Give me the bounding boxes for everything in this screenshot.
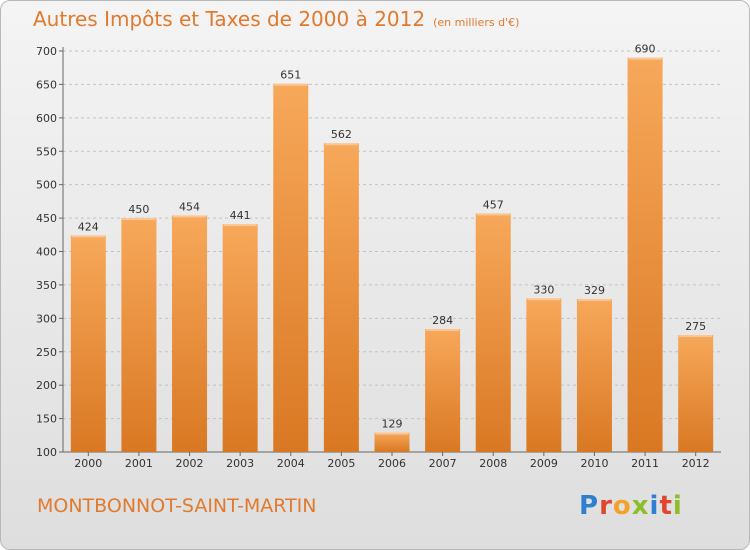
y-tick-label: 650 [36, 78, 57, 91]
bars [70, 57, 714, 453]
bar-highlight [71, 235, 105, 238]
commune-name: MONTBONNOT-SAINT-MARTIN [37, 495, 317, 517]
value-label-2007: 284 [432, 314, 453, 327]
x-tick-label-2008: 2008 [479, 457, 507, 470]
x-tick-label-2005: 2005 [327, 457, 355, 470]
bar-highlight [173, 215, 207, 218]
bar-2003 [222, 224, 258, 452]
logo-letter: r [599, 491, 613, 521]
bar-2001 [121, 218, 157, 452]
value-label-2010: 329 [584, 284, 605, 297]
x-tick-label-2012: 2012 [682, 457, 710, 470]
title-text: Autres Impôts et Taxes de 2000 à 2012 [33, 7, 426, 31]
x-tick-label-2003: 2003 [226, 457, 254, 470]
x-tick-label-2000: 2000 [74, 457, 102, 470]
y-tick-label: 300 [36, 312, 57, 325]
bar-highlight [679, 335, 713, 338]
bar-2006 [374, 432, 410, 452]
value-label-2003: 441 [230, 209, 251, 222]
bar-2007 [425, 329, 461, 452]
x-tick-label-2006: 2006 [378, 457, 406, 470]
x-tick-label-2009: 2009 [530, 457, 558, 470]
y-tick-label: 100 [36, 446, 57, 459]
y-tick-label: 200 [36, 379, 57, 392]
x-tick-label-2011: 2011 [631, 457, 659, 470]
y-tick-label: 350 [36, 279, 57, 292]
value-label-2009: 330 [533, 283, 554, 296]
value-label-2004: 651 [280, 69, 301, 82]
value-label-2008: 457 [483, 198, 504, 211]
y-tick-label: 400 [36, 246, 57, 259]
bar-2008 [475, 213, 511, 452]
bar-highlight [476, 213, 510, 216]
logo-letter: x [631, 491, 650, 521]
y-tick-label: 700 [36, 45, 57, 58]
bar-2010 [576, 298, 612, 452]
y-tick-label: 450 [36, 212, 57, 225]
x-tick-label-2004: 2004 [277, 457, 305, 470]
bar-2002 [172, 215, 208, 452]
bar-2004 [273, 83, 309, 452]
bar-highlight [375, 432, 409, 435]
bar-highlight [223, 224, 257, 227]
bar-highlight [628, 57, 662, 60]
value-label-2000: 424 [78, 220, 99, 233]
axis: 100 150 200 250 300 350 400 450 500 550 600 650 700 [36, 45, 721, 459]
x-tick-label-2007: 2007 [429, 457, 457, 470]
y-tick-label: 600 [36, 112, 57, 125]
chart-title: Autres Impôts et Taxes de 2000 à 2012 (en… [33, 7, 519, 31]
value-label-2012: 275 [685, 320, 706, 333]
value-label-2002: 454 [179, 200, 200, 213]
y-tick-label: 250 [36, 346, 57, 359]
value-label-2001: 450 [128, 203, 149, 216]
bar-2005 [323, 143, 359, 453]
x-tick-label-2010: 2010 [580, 457, 608, 470]
proxiti-logo[interactable]: Proxiti [579, 491, 683, 521]
logo-letter: i [672, 491, 683, 521]
logo-letter: o [612, 491, 632, 521]
logo-letter: i [649, 491, 660, 521]
bar-2011 [627, 57, 663, 452]
title-unit: (en milliers d'€) [433, 16, 520, 29]
y-tick-label: 150 [36, 413, 57, 426]
bar-highlight [122, 218, 156, 221]
bar-highlight [426, 329, 460, 332]
value-label-2005: 562 [331, 128, 352, 141]
bar-highlight [527, 298, 561, 301]
x-tick-label-2001: 2001 [125, 457, 153, 470]
grid [63, 50, 721, 420]
y-tick-label: 550 [36, 145, 57, 158]
logo-letter: P [579, 491, 600, 521]
bar-2012 [678, 335, 714, 452]
labels: 424 2000 450 2001 454 2002 441 2003 651 2004 562 20… [74, 43, 709, 470]
value-label-2006: 129 [382, 418, 403, 431]
y-tick-label: 500 [36, 179, 57, 192]
bar-2000 [70, 235, 106, 452]
bar-highlight [274, 83, 308, 86]
x-tick-label-2002: 2002 [176, 457, 204, 470]
value-label-2011: 690 [635, 43, 656, 56]
bar-highlight [577, 298, 611, 301]
bar-2009 [526, 298, 562, 452]
bar-highlight [324, 143, 358, 146]
logo-letter: t [659, 491, 673, 521]
